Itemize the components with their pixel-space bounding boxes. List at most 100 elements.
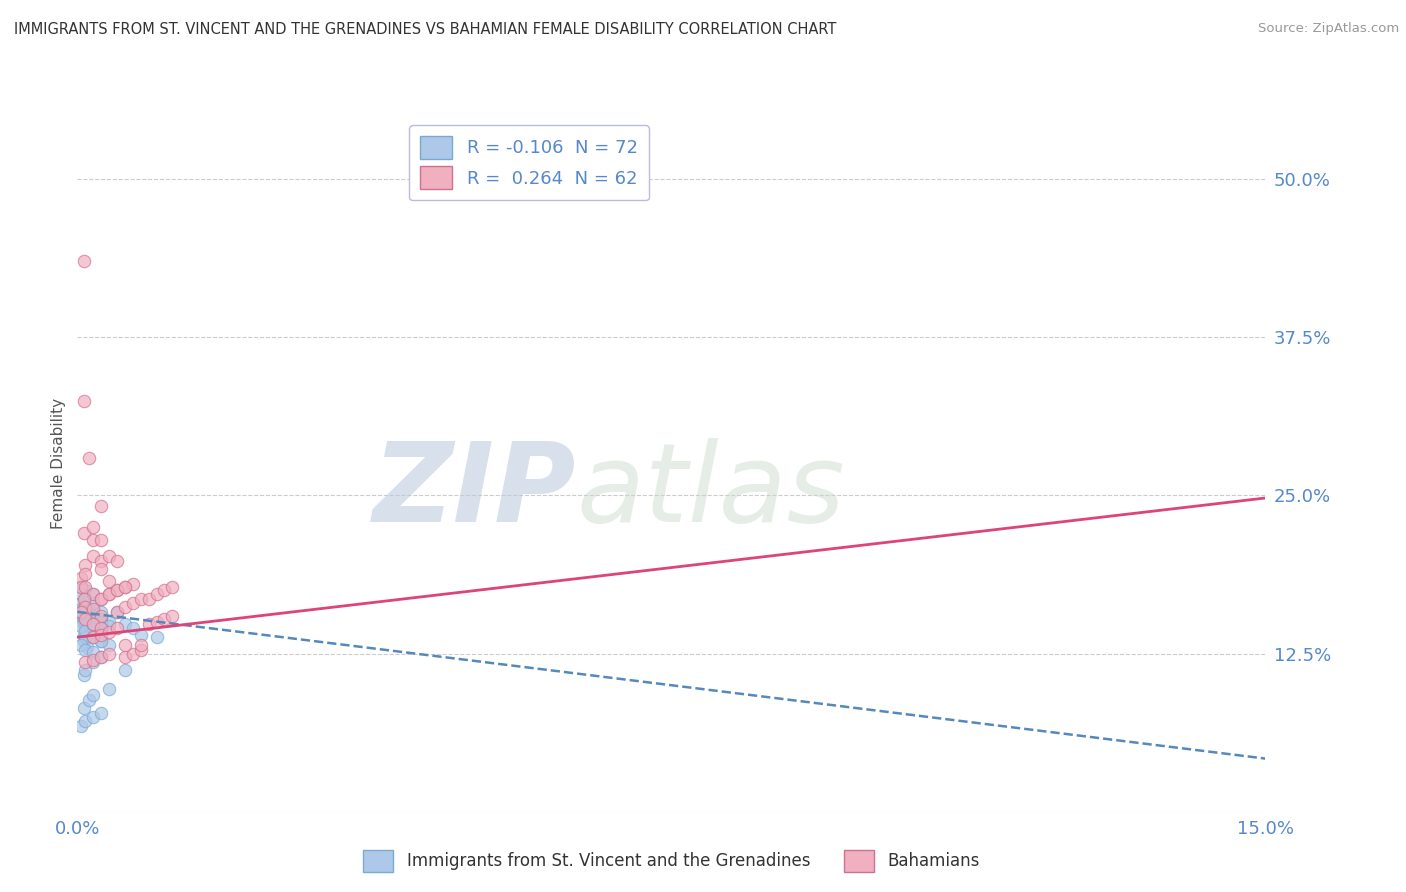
Point xyxy=(98,574,121,589)
Point xyxy=(75,612,97,626)
Point xyxy=(70,619,93,633)
Point xyxy=(70,606,93,620)
Point xyxy=(82,630,104,644)
Point xyxy=(70,602,93,616)
Point xyxy=(90,625,112,640)
Point xyxy=(82,587,104,601)
Point xyxy=(75,599,97,614)
Point xyxy=(73,611,96,625)
Point xyxy=(82,533,104,547)
Point xyxy=(98,619,121,633)
Point xyxy=(90,592,112,607)
Point xyxy=(98,638,121,652)
Point xyxy=(75,566,97,581)
Point xyxy=(90,624,112,638)
Legend: Immigrants from St. Vincent and the Grenadines, Bahamians: Immigrants from St. Vincent and the Gren… xyxy=(356,842,987,880)
Point xyxy=(90,617,112,632)
Point xyxy=(82,549,104,564)
Point xyxy=(105,554,128,568)
Point xyxy=(98,647,121,661)
Point xyxy=(114,599,136,614)
Point xyxy=(90,627,112,641)
Point xyxy=(70,608,93,623)
Point xyxy=(129,627,152,641)
Point xyxy=(77,608,100,623)
Point xyxy=(114,650,136,665)
Point xyxy=(90,621,112,635)
Point xyxy=(77,602,100,616)
Point xyxy=(138,592,160,607)
Point xyxy=(98,549,121,564)
Point xyxy=(82,596,104,610)
Point xyxy=(70,587,93,601)
Point xyxy=(90,634,112,648)
Point xyxy=(153,583,176,598)
Point xyxy=(98,681,121,696)
Point xyxy=(82,656,104,670)
Point xyxy=(73,254,96,268)
Point xyxy=(73,599,96,614)
Point xyxy=(90,615,112,629)
Point xyxy=(73,627,96,641)
Point xyxy=(114,663,136,677)
Point xyxy=(90,621,112,635)
Point xyxy=(75,714,97,728)
Point xyxy=(75,583,97,598)
Point xyxy=(98,587,121,601)
Point xyxy=(75,615,97,629)
Point xyxy=(82,602,104,616)
Y-axis label: Female Disability: Female Disability xyxy=(51,398,66,530)
Text: IMMIGRANTS FROM ST. VINCENT AND THE GRENADINES VS BAHAMIAN FEMALE DISABILITY COR: IMMIGRANTS FROM ST. VINCENT AND THE GREN… xyxy=(14,22,837,37)
Point xyxy=(90,605,112,619)
Point xyxy=(121,621,143,635)
Text: Source: ZipAtlas.com: Source: ZipAtlas.com xyxy=(1258,22,1399,36)
Point xyxy=(82,710,104,724)
Point xyxy=(105,621,128,635)
Point xyxy=(75,612,97,626)
Point xyxy=(129,638,152,652)
Point xyxy=(90,650,112,665)
Point xyxy=(75,617,97,632)
Point xyxy=(70,605,93,619)
Point xyxy=(90,533,112,547)
Point xyxy=(70,719,93,733)
Point xyxy=(114,638,136,652)
Point xyxy=(82,520,104,534)
Point xyxy=(145,587,167,601)
Point xyxy=(90,592,112,607)
Point xyxy=(75,580,97,594)
Point xyxy=(121,596,143,610)
Text: atlas: atlas xyxy=(576,438,845,545)
Point xyxy=(82,605,104,619)
Point xyxy=(73,612,96,626)
Point xyxy=(145,615,167,629)
Point xyxy=(82,617,104,632)
Point xyxy=(138,617,160,632)
Point xyxy=(76,640,98,655)
Point xyxy=(114,617,136,632)
Point xyxy=(77,693,100,707)
Point xyxy=(75,630,97,644)
Point xyxy=(90,650,112,665)
Point xyxy=(129,592,152,607)
Point xyxy=(82,630,104,644)
Point xyxy=(98,615,121,629)
Point xyxy=(75,663,97,677)
Point xyxy=(162,608,184,623)
Point xyxy=(82,627,104,641)
Point xyxy=(162,580,184,594)
Point xyxy=(98,625,121,640)
Point xyxy=(82,617,104,632)
Text: ZIP: ZIP xyxy=(373,438,576,545)
Point xyxy=(82,625,104,640)
Point xyxy=(73,526,96,541)
Point xyxy=(75,592,97,607)
Point xyxy=(73,668,96,682)
Point xyxy=(75,621,97,635)
Point xyxy=(90,706,112,720)
Point xyxy=(75,642,97,657)
Point xyxy=(82,608,104,623)
Point xyxy=(70,580,93,594)
Point xyxy=(105,605,128,619)
Point xyxy=(73,617,96,632)
